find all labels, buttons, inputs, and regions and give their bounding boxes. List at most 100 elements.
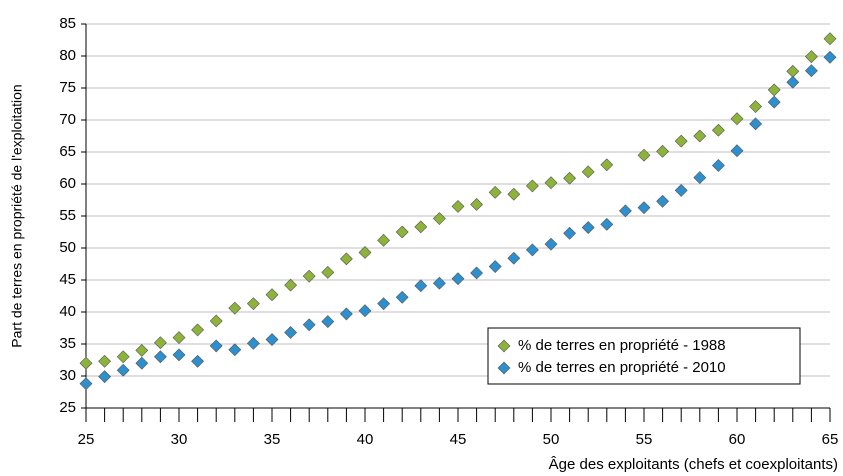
point	[116, 350, 130, 364]
point	[432, 276, 446, 290]
point	[321, 315, 335, 329]
x-tick-label: 55	[636, 431, 653, 448]
point	[302, 318, 316, 332]
x-axis-title: Âge des exploitants (chefs et coexploita…	[549, 456, 838, 473]
point	[507, 251, 521, 265]
x-tick-label: 50	[543, 431, 560, 448]
point	[98, 354, 112, 368]
point	[525, 243, 539, 257]
point	[339, 252, 353, 266]
y-tick-label: 80	[59, 47, 76, 64]
y-tick-label: 45	[59, 271, 76, 288]
y-tick-label: 35	[59, 335, 76, 352]
point	[600, 158, 614, 172]
y-tick-label: 30	[59, 367, 76, 384]
point	[302, 269, 316, 283]
point	[804, 50, 818, 64]
x-tick-label: 45	[450, 431, 467, 448]
x-tick-label: 65	[822, 431, 839, 448]
point	[823, 50, 837, 64]
point	[730, 112, 744, 126]
legend-label: % de terres en propriété - 1988	[518, 337, 726, 354]
point	[711, 159, 725, 172]
point	[377, 297, 391, 311]
y-tick-label: 65	[59, 143, 76, 160]
legend-box	[487, 327, 801, 385]
point	[544, 237, 558, 251]
point	[786, 75, 800, 89]
x-tick-label: 25	[78, 431, 95, 448]
point	[79, 356, 93, 370]
point	[711, 123, 725, 137]
point	[581, 221, 595, 234]
point	[730, 144, 744, 158]
legend-marker	[497, 361, 511, 375]
point	[544, 176, 558, 190]
point	[414, 279, 428, 293]
point	[153, 336, 167, 350]
x-tick-label: 30	[171, 431, 188, 448]
point	[600, 217, 614, 231]
point	[358, 304, 372, 318]
point	[432, 212, 446, 225]
x-tick-label: 35	[264, 431, 281, 448]
y-tick-label: 75	[59, 79, 76, 96]
point	[265, 288, 279, 302]
point	[470, 198, 484, 211]
point	[116, 363, 130, 377]
y-tick-label: 50	[59, 239, 76, 256]
point	[228, 301, 242, 315]
point	[823, 32, 837, 46]
legend-marker	[497, 339, 511, 353]
point	[395, 225, 409, 239]
x-tick-label: 60	[729, 431, 746, 448]
point	[656, 144, 670, 158]
point	[786, 64, 800, 78]
point	[98, 370, 112, 384]
point	[284, 326, 298, 339]
y-tick-label: 40	[59, 303, 76, 320]
point	[358, 246, 372, 259]
point	[135, 356, 149, 370]
point	[563, 171, 577, 185]
y-tick-label: 70	[59, 111, 76, 128]
point	[618, 204, 632, 218]
point	[767, 95, 781, 109]
point	[470, 266, 484, 280]
point	[79, 377, 93, 391]
y-tick-label: 55	[59, 207, 76, 224]
point	[395, 290, 409, 304]
point	[507, 187, 521, 201]
point	[656, 194, 670, 208]
point	[284, 278, 298, 292]
point	[228, 343, 242, 357]
y-tick-label: 60	[59, 175, 76, 192]
point	[674, 183, 688, 197]
point	[339, 307, 353, 321]
point	[488, 260, 502, 273]
point	[321, 265, 335, 279]
point	[488, 185, 502, 199]
point	[191, 354, 205, 368]
point	[637, 148, 651, 162]
point	[451, 272, 465, 286]
point	[246, 336, 260, 350]
point	[135, 343, 149, 357]
point	[209, 339, 223, 353]
point	[153, 350, 167, 364]
point	[767, 83, 781, 97]
point	[637, 201, 651, 215]
point	[414, 220, 428, 234]
point	[172, 331, 186, 345]
point	[674, 134, 688, 148]
y-axis-title: Part de terres en propriété de l'exploit…	[9, 84, 25, 347]
point	[265, 333, 279, 346]
y-tick-label: 85	[59, 15, 76, 32]
point	[693, 171, 707, 185]
point	[246, 297, 260, 311]
point	[581, 165, 595, 179]
legend-label: % de terres en propriété - 2010	[518, 359, 726, 376]
point	[209, 314, 223, 328]
point	[451, 199, 465, 213]
